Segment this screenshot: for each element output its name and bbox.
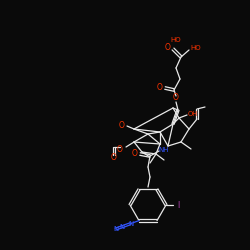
Text: O: O <box>117 146 123 154</box>
Text: NH: NH <box>159 147 169 153</box>
Text: OH: OH <box>188 111 198 117</box>
Text: O: O <box>173 94 179 102</box>
Text: O: O <box>132 150 138 158</box>
Text: O: O <box>165 42 171 51</box>
Text: O: O <box>111 154 117 162</box>
Text: N: N <box>128 221 133 227</box>
Text: HO: HO <box>171 37 181 43</box>
Text: O: O <box>119 120 125 130</box>
Text: I: I <box>177 200 179 209</box>
Text: N: N <box>120 224 125 230</box>
Text: O: O <box>157 82 163 92</box>
Text: N: N <box>113 226 118 232</box>
Text: HO: HO <box>191 45 201 51</box>
